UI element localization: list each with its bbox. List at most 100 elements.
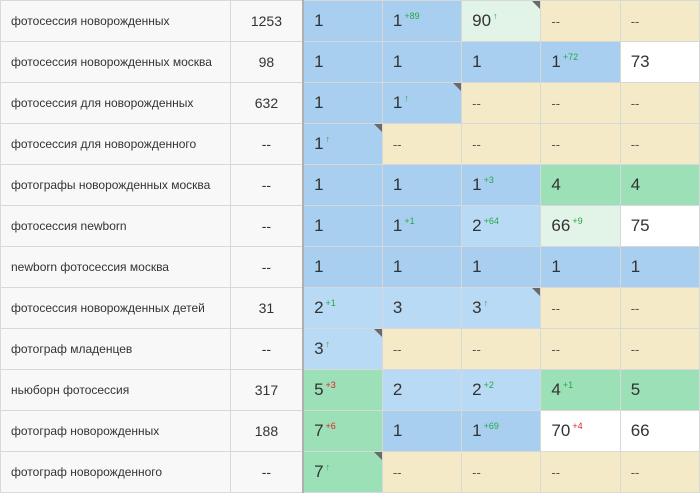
- arrow-up-icon: ↑: [325, 462, 331, 472]
- position-change: +89: [404, 11, 420, 21]
- volume-cell: --: [229, 205, 305, 247]
- keyword-cell: фотографы новорожденных москва: [0, 164, 231, 206]
- position-change: +1: [562, 380, 574, 390]
- volume-cell: 632: [229, 82, 305, 124]
- position-cell: 1: [302, 164, 383, 206]
- position-value: --: [551, 13, 561, 29]
- arrow-up-icon: ↑: [325, 134, 331, 144]
- position-cell: 1 +1: [381, 205, 463, 247]
- position-value: 1: [630, 257, 641, 276]
- position-cell: 1 +89: [381, 0, 463, 42]
- position-value: 75: [630, 216, 650, 235]
- position-value: --: [392, 341, 402, 357]
- position-cell: --: [381, 123, 463, 165]
- position-value: 1: [392, 175, 403, 194]
- position-value: --: [630, 341, 640, 357]
- position-value: 1: [314, 216, 324, 235]
- position-cell: --: [619, 287, 700, 329]
- table-row: фотограф новорожденного -- 7 ↑ -- -- -- --: [0, 451, 700, 493]
- position-value: 4: [551, 380, 561, 399]
- position-value: 2: [392, 380, 403, 399]
- position-value: --: [630, 13, 640, 29]
- position-cell: --: [540, 82, 621, 124]
- arrow-up-icon: ↑: [483, 298, 489, 308]
- position-cell: --: [540, 451, 621, 493]
- position-value: 90: [472, 11, 492, 30]
- position-value: --: [630, 464, 640, 480]
- position-cell: 1 +69: [461, 410, 542, 452]
- keyword-cell: ньюборн фотосессия: [0, 369, 231, 411]
- position-value: 1: [472, 175, 482, 194]
- position-value: 1: [392, 421, 403, 440]
- volume-cell: 98: [229, 41, 305, 83]
- position-cell: 1: [302, 41, 383, 83]
- position-value: --: [551, 464, 561, 480]
- position-cell: 1: [619, 246, 700, 288]
- position-cell: 1: [302, 205, 383, 247]
- corner-marker-icon: [373, 124, 382, 132]
- position-change: +1: [404, 216, 415, 226]
- position-value: 1: [472, 421, 482, 440]
- position-cell: --: [619, 328, 700, 370]
- position-value: 1: [314, 11, 324, 30]
- corner-marker-icon: [453, 83, 461, 91]
- position-cell: 7 +6: [302, 410, 383, 452]
- table-row: фотограф младенцев -- 3 ↑ -- -- -- --: [0, 328, 700, 370]
- table-row: фотографы новорожденных москва -- 1 1 1 +3 4 4: [0, 164, 700, 206]
- position-value: --: [392, 464, 402, 480]
- position-value: 66: [630, 421, 650, 440]
- table-row: фотограф новорожденных 188 7 +6 1 1 +69 70 +4 66: [0, 410, 700, 452]
- position-cell: 4: [619, 164, 700, 206]
- position-cell: --: [619, 82, 700, 124]
- position-change: +4: [572, 421, 583, 431]
- position-cell: 1: [381, 41, 463, 83]
- position-value: --: [630, 300, 640, 316]
- position-value: --: [630, 95, 640, 111]
- volume-cell: 1253: [229, 0, 305, 42]
- position-cell: 3 ↑: [461, 287, 542, 329]
- volume-cell: 31: [229, 287, 305, 329]
- keyword-cell: фотосессия для новорожденных: [0, 82, 231, 124]
- corner-marker-icon: [532, 1, 540, 9]
- keyword-cell: фотограф новорожденного: [0, 451, 231, 493]
- position-value: 1: [472, 52, 482, 71]
- position-cell: 1: [461, 41, 542, 83]
- table-row: newborn фотосессия москва -- 1 1 1 1 1: [0, 246, 700, 288]
- position-value: --: [472, 136, 481, 152]
- position-change: +64: [483, 216, 499, 226]
- position-cell: 4 +1: [540, 369, 621, 411]
- position-cell: --: [619, 0, 700, 42]
- keyword-cell: фотосессия newborn: [0, 205, 231, 247]
- volume-cell: --: [229, 328, 305, 370]
- position-cell: 1: [461, 246, 542, 288]
- position-value: 1: [551, 257, 561, 276]
- position-value: 3: [314, 339, 324, 358]
- position-cell: 1: [302, 246, 383, 288]
- corner-marker-icon: [532, 288, 540, 296]
- position-cell: 66: [619, 410, 700, 452]
- position-cell: 3: [381, 287, 463, 329]
- position-value: 1: [314, 52, 324, 71]
- position-value: --: [392, 136, 402, 152]
- position-cell: 1: [381, 164, 463, 206]
- position-value: 70: [551, 421, 571, 440]
- position-cell: 7 ↑: [302, 451, 383, 493]
- position-change: +3: [325, 380, 336, 390]
- position-cell: 1 ↑: [302, 123, 383, 165]
- position-value: 1: [314, 175, 324, 194]
- position-value: 66: [551, 216, 571, 235]
- position-cell: --: [540, 287, 621, 329]
- volume-cell: --: [229, 246, 305, 288]
- keyword-cell: фотосессия для новорожденного: [0, 123, 231, 165]
- position-value: 1: [392, 257, 403, 276]
- position-value: 7: [314, 462, 324, 481]
- position-value: --: [472, 95, 481, 111]
- position-cell: 70 +4: [540, 410, 621, 452]
- position-value: 4: [551, 175, 561, 194]
- position-cell: --: [540, 123, 621, 165]
- position-value: 1: [314, 134, 324, 153]
- table-row: ньюборн фотосессия 317 5 +3 2 2 +2 4 +1 5: [0, 369, 700, 411]
- position-cell: 1: [302, 0, 383, 42]
